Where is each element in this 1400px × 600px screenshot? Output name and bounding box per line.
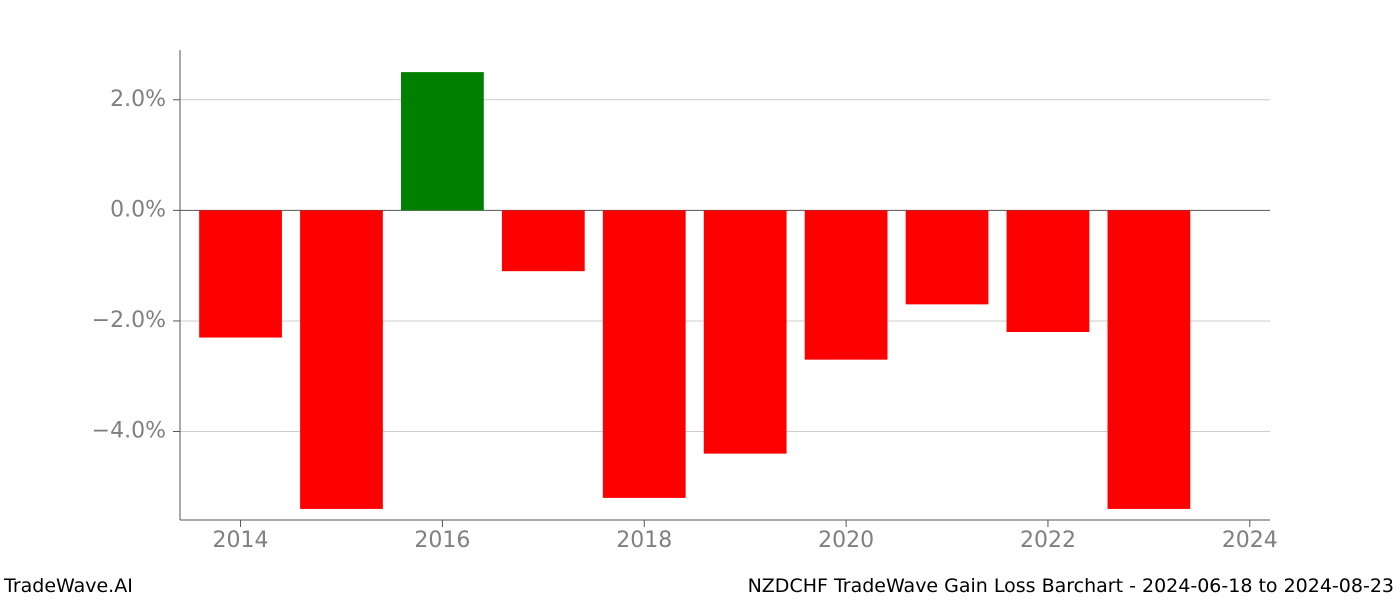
bar-2016: [401, 72, 484, 210]
x-tick-label: 2014: [213, 528, 269, 553]
y-tick-label: 2.0%: [110, 87, 166, 112]
y-tick-label: 0.0%: [110, 197, 166, 222]
gain-loss-barchart: −4.0% −2.0% 0.0% 2.0% 2014 2016 2018 2020 2022 20…: [0, 0, 1400, 600]
y-tick-label: −2.0%: [92, 308, 166, 333]
x-tick-label: 2022: [1020, 528, 1076, 553]
bar-2015: [300, 210, 383, 509]
bar-2022: [1007, 210, 1090, 332]
x-tick-label: 2024: [1222, 528, 1278, 553]
bar-2017: [502, 210, 585, 271]
x-tick-label: 2020: [818, 528, 874, 553]
bar-2019: [704, 210, 787, 453]
bar-2014: [199, 210, 282, 337]
x-tick-label: 2016: [414, 528, 470, 553]
x-tick-label: 2018: [616, 528, 672, 553]
y-tick-label: −4.0%: [92, 419, 166, 444]
bar-2021: [906, 210, 989, 304]
bar-2023: [1108, 210, 1191, 509]
chart-svg: −4.0% −2.0% 0.0% 2.0% 2014 2016 2018 2020 2022 20…: [0, 0, 1400, 600]
footer-right: NZDCHF TradeWave Gain Loss Barchart - 20…: [748, 575, 1394, 597]
bar-2020: [805, 210, 888, 359]
bar-2018: [603, 210, 686, 498]
footer-left: TradeWave.AI: [3, 575, 133, 597]
